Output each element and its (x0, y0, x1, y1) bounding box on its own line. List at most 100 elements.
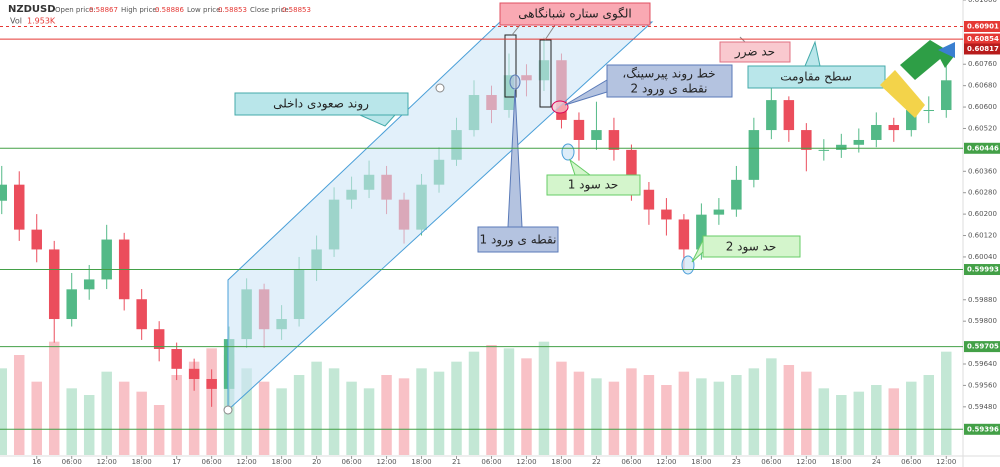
ohlc-label: High price: (121, 6, 159, 14)
volume-bar (888, 388, 900, 455)
volume-bar (276, 388, 287, 455)
candle-body (836, 144, 847, 150)
volume-bar (766, 358, 777, 455)
y-tick-label: 0.60120 (968, 232, 997, 240)
x-tick-label: 18:00 (551, 458, 571, 466)
volume-bar (101, 371, 112, 455)
marker (509, 74, 521, 90)
level-tag-label: 0.60901 (967, 22, 999, 30)
volume-bar (608, 381, 620, 455)
candle-body (731, 179, 742, 210)
volume-bar (363, 388, 375, 455)
volume-bar (171, 375, 182, 455)
marker (561, 143, 575, 161)
level-tag-label: 0.60854 (967, 35, 999, 43)
volume-bar (591, 378, 602, 455)
volume-bar (836, 395, 847, 455)
volume-bar (573, 371, 585, 455)
x-tick-label: 21 (452, 458, 461, 466)
volume-bar (416, 368, 427, 455)
volume-bar (468, 351, 480, 455)
annotation: الگوی ستاره شبانگاهی (518, 7, 632, 22)
annotation: نقطه ی ورود 1 (480, 233, 557, 248)
volume-bar (188, 361, 200, 455)
y-tick-label: 0.60200 (968, 210, 997, 218)
marker (551, 100, 569, 114)
candle-body (83, 279, 95, 290)
x-tick-label: 18:00 (411, 458, 431, 466)
candle-body (0, 184, 7, 201)
volume-bar (661, 385, 672, 455)
candle-body (626, 149, 637, 190)
x-tick-label: 06:00 (761, 458, 781, 466)
annotation: نقطه ی ورود 2 (631, 82, 708, 97)
volume-bar (346, 381, 357, 455)
candle-body (906, 110, 917, 131)
y-tick-label: 0.60760 (968, 60, 997, 68)
y-tick-label: 0.60600 (968, 103, 997, 111)
volume-bar (311, 361, 322, 455)
volume-bar (13, 355, 25, 455)
x-tick-label: 12:00 (376, 458, 396, 466)
volume-bar (521, 358, 532, 455)
volume-bar (923, 375, 935, 455)
volume-bar (696, 378, 707, 455)
marker (681, 255, 695, 275)
candle-body (696, 214, 707, 250)
level-tag-label: 0.59396 (967, 425, 999, 433)
logo (880, 40, 955, 118)
volume-bar (381, 375, 392, 455)
uptrend-channel (227, 21, 654, 412)
volume-bar (538, 341, 550, 455)
x-tick-label: 06:00 (901, 458, 921, 466)
level-tag (964, 341, 1000, 353)
y-tick-label: 0.60040 (968, 253, 997, 261)
volume-bar (136, 391, 147, 455)
y-tick-label: 0.61000 (968, 0, 997, 4)
candle-body (136, 299, 147, 330)
annotation: ،خط روند پیرسینگ (622, 67, 715, 82)
volume-bar (871, 385, 882, 455)
candle-body (783, 100, 795, 131)
candle-body (591, 130, 602, 140)
level-tag (964, 43, 1000, 55)
x-tick-label: 06:00 (621, 458, 641, 466)
volume-bar (293, 375, 305, 455)
annotation: روند صعودی داخلی (273, 97, 369, 112)
candle-body (766, 100, 777, 131)
x-tick-label: 12:00 (796, 458, 816, 466)
volume-bar (451, 361, 462, 455)
level-tag (964, 142, 1000, 154)
volume-bar (783, 365, 795, 455)
ohlc-value: 0.58853 (282, 6, 311, 14)
x-tick-label: 18:00 (831, 458, 851, 466)
level-tag-label: 0.59993 (967, 266, 999, 274)
volume-bar (853, 391, 865, 455)
volume-bar (433, 371, 445, 455)
candle-body (573, 119, 585, 140)
channel-handle (223, 405, 233, 415)
candle-body (206, 378, 217, 389)
y-tick-label: 0.60520 (968, 124, 997, 132)
volume-bar (801, 371, 812, 455)
annotation: حد ضرر (734, 45, 775, 60)
level-tag (964, 33, 1000, 45)
x-tick-label: 17 (172, 458, 181, 466)
pattern-box (504, 34, 517, 98)
x-tick-label: 16 (32, 458, 41, 466)
ohlc-value: 0.58867 (89, 6, 118, 14)
callouts (234, 2, 886, 263)
channel-handle (435, 83, 445, 93)
x-tick-label: 12:00 (237, 458, 257, 466)
volume-bar (31, 381, 42, 455)
candle-body (871, 124, 882, 140)
x-tick-label: 12:00 (936, 458, 956, 466)
candle-body (31, 229, 42, 250)
annotation: حد سود 2 (726, 240, 777, 255)
candle-body (678, 219, 690, 250)
annotation: سطح مقاومت (780, 70, 852, 85)
y-tick-label: 0.60360 (968, 167, 997, 175)
symbol: NZDUSD (8, 4, 56, 15)
x-tick-label: 06:00 (62, 458, 82, 466)
volume-bar (398, 378, 410, 455)
